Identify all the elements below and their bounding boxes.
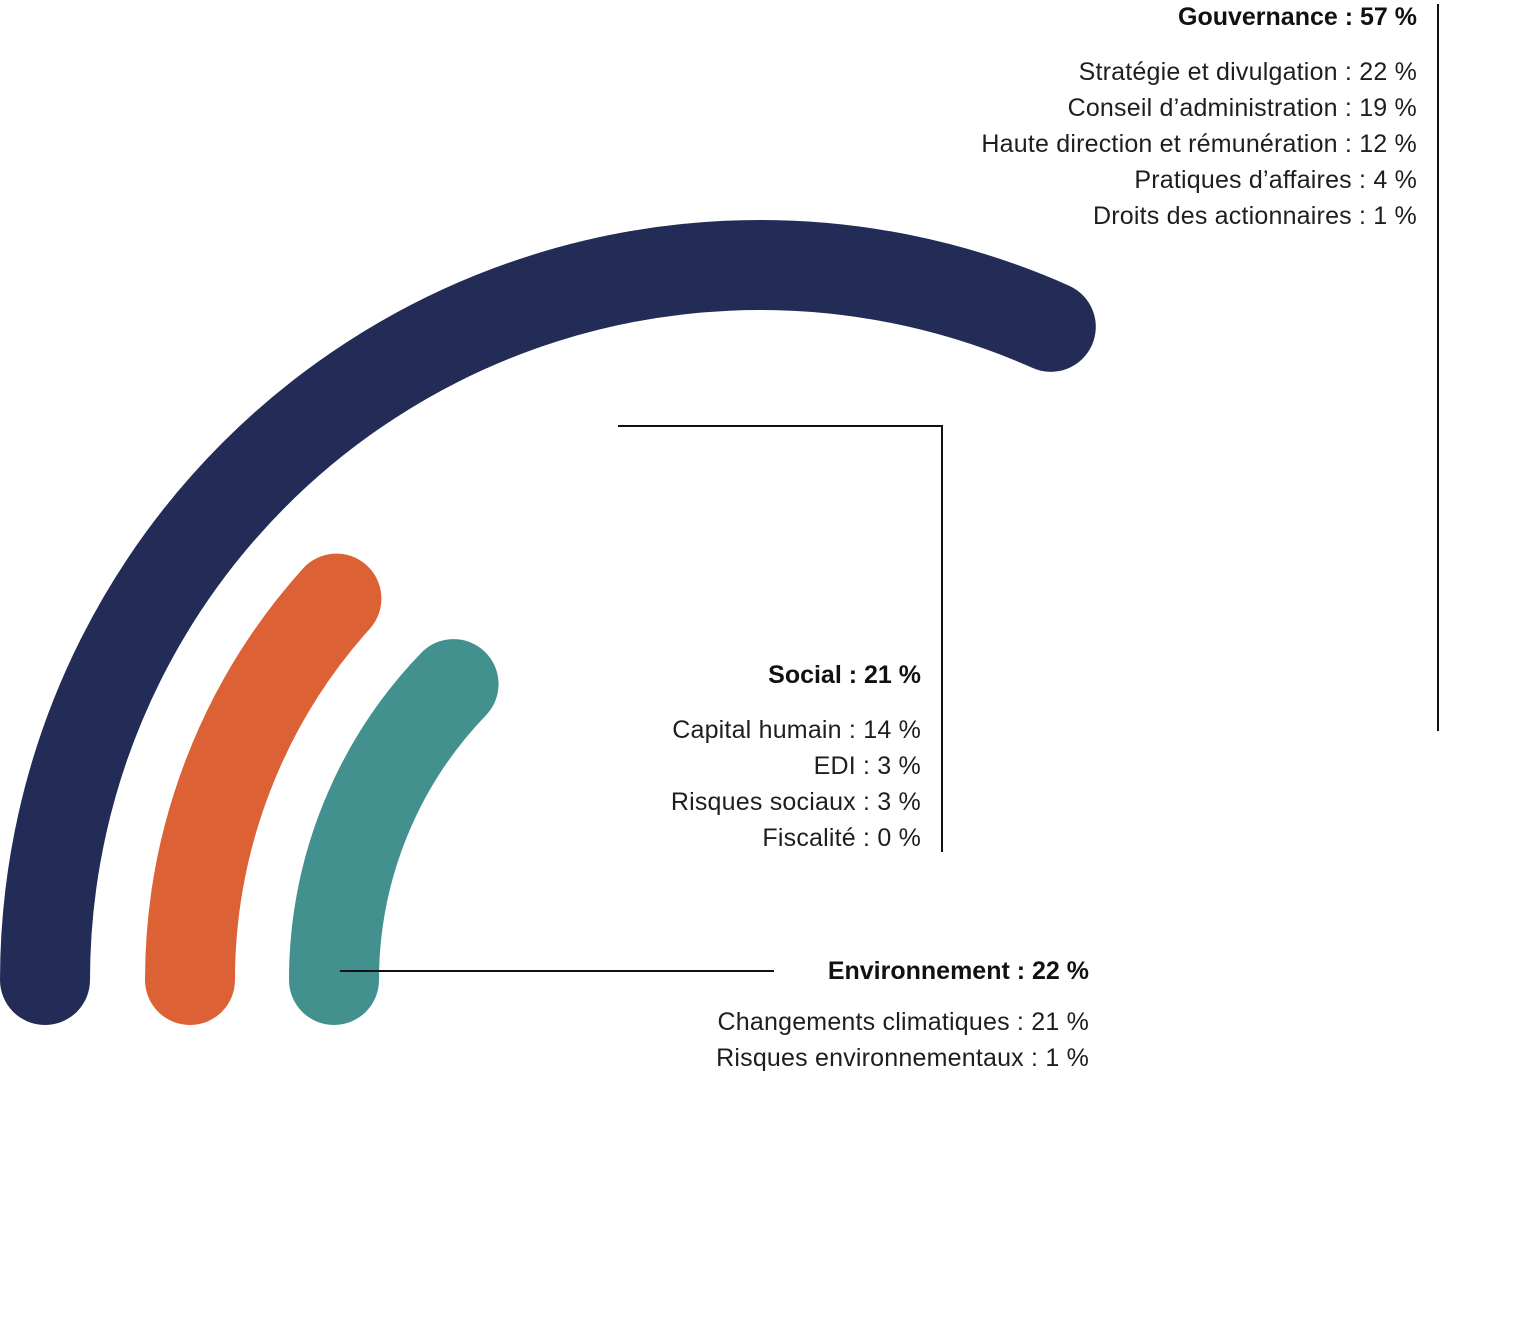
arc-social	[145, 553, 382, 1025]
item-edi: EDI : 3 %	[813, 752, 921, 780]
item-strategie: Stratégie et divulgation : 22 %	[1078, 58, 1417, 86]
item-droits: Droits des actionnaires : 1 %	[1092, 202, 1417, 230]
heading-environnement: Environnement : 22 %	[827, 957, 1089, 985]
item-pratiques: Pratiques d’affaires : 4 %	[1134, 166, 1417, 194]
item-haute-direction: Haute direction et rémunération : 12 %	[981, 130, 1417, 158]
label-social: Social : 21 % Capital humain : 14 % EDI …	[671, 660, 921, 856]
item-changements-climatiques: Changements climatiques : 21 %	[717, 1008, 1089, 1036]
arc-environnement	[289, 639, 499, 1025]
label-environnement: Environnement : 22 % Changements climati…	[716, 956, 1089, 1076]
label-gouvernance: Gouvernance : 57 % Stratégie et divulgat…	[981, 2, 1417, 234]
item-capital-humain: Capital humain : 14 %	[672, 716, 921, 744]
item-conseil: Conseil d’administration : 19 %	[1067, 94, 1417, 122]
item-fiscalite: Fiscalité : 0 %	[762, 824, 921, 852]
arc-gouvernance	[0, 220, 1096, 1025]
heading-gouvernance: Gouvernance : 57 %	[1178, 3, 1417, 31]
item-risques-environnementaux: Risques environnementaux : 1 %	[716, 1044, 1089, 1072]
leader-line-social	[618, 425, 943, 852]
item-risques-sociaux: Risques sociaux : 3 %	[670, 788, 921, 816]
heading-social: Social : 21 %	[768, 661, 921, 689]
